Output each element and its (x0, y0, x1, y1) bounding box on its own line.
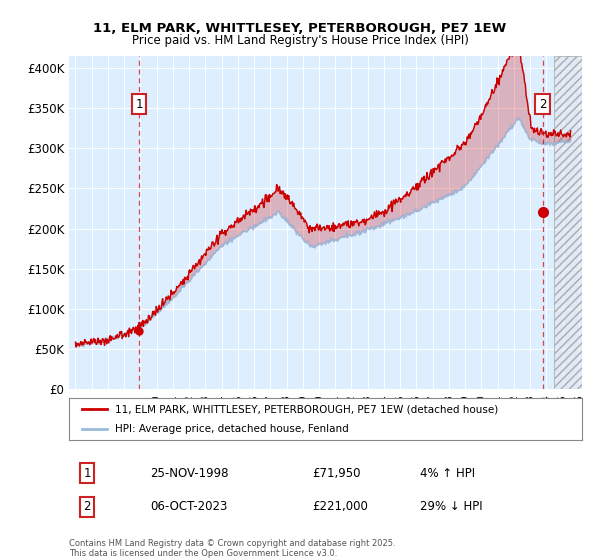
Text: 2: 2 (539, 97, 547, 111)
Text: 1: 1 (83, 466, 91, 480)
Text: 11, ELM PARK, WHITTLESEY, PETERBOROUGH, PE7 1EW: 11, ELM PARK, WHITTLESEY, PETERBOROUGH, … (94, 22, 506, 35)
Text: 2: 2 (83, 500, 91, 514)
Text: Contains HM Land Registry data © Crown copyright and database right 2025.
This d: Contains HM Land Registry data © Crown c… (69, 539, 395, 558)
Text: 1: 1 (135, 97, 143, 111)
Text: £71,950: £71,950 (312, 466, 361, 480)
Text: 06-OCT-2023: 06-OCT-2023 (150, 500, 227, 514)
Text: HPI: Average price, detached house, Fenland: HPI: Average price, detached house, Fenl… (115, 424, 349, 434)
Text: 29% ↓ HPI: 29% ↓ HPI (420, 500, 482, 514)
Bar (554, 56, 598, 389)
Text: Price paid vs. HM Land Registry's House Price Index (HPI): Price paid vs. HM Land Registry's House … (131, 34, 469, 46)
Text: 4% ↑ HPI: 4% ↑ HPI (420, 466, 475, 480)
Bar (554, 56, 598, 389)
Text: 11, ELM PARK, WHITTLESEY, PETERBOROUGH, PE7 1EW (detached house): 11, ELM PARK, WHITTLESEY, PETERBOROUGH, … (115, 404, 499, 414)
Text: £221,000: £221,000 (312, 500, 368, 514)
Text: 25-NOV-1998: 25-NOV-1998 (150, 466, 229, 480)
